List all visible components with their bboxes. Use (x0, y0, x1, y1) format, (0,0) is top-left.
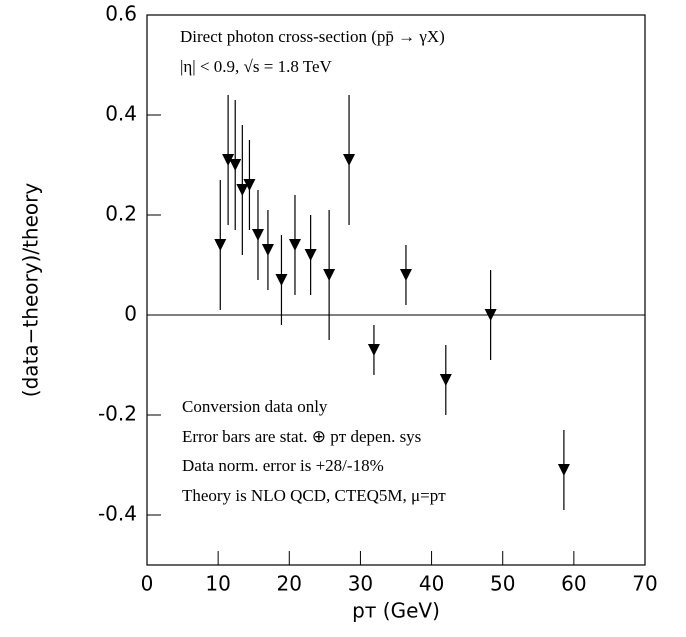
marker (323, 269, 336, 281)
annotation: Conversion data only (182, 397, 328, 416)
x-tick-label: 20 (277, 572, 302, 596)
annotation: Error bars are stat. ⊕ pᴛ depen. sys (182, 427, 421, 446)
x-axis-label: pᴛ (GeV) (352, 599, 440, 623)
x-tick-label: 0 (141, 572, 154, 596)
marker (229, 159, 242, 171)
marker (399, 269, 412, 281)
plot-frame (146, 14, 646, 566)
marker (261, 244, 274, 256)
x-tick-label: 50 (490, 572, 515, 596)
marker (439, 374, 452, 386)
y-tick-label: 0.6 (105, 2, 137, 26)
y-tick-label: 0 (124, 302, 137, 326)
y-tick-label: 0.2 (105, 202, 137, 226)
marker (367, 344, 380, 356)
marker (251, 229, 264, 241)
y-tick-label: -0.2 (98, 402, 137, 426)
annotation: Direct photon cross-section (pp̄ → γX) (180, 27, 445, 46)
x-tick-label: 30 (348, 572, 373, 596)
y-tick-label: -0.4 (98, 502, 137, 526)
marker (243, 179, 256, 191)
annotation: Data norm. error is +28/-18% (182, 456, 384, 475)
marker (304, 249, 317, 261)
y-axis-label: (data−theory)/theory (19, 183, 43, 398)
marker (557, 464, 570, 476)
marker (484, 309, 497, 321)
x-tick-label: 40 (419, 572, 444, 596)
annotation: Theory is NLO QCD, CTEQ5M, μ=pᴛ (182, 486, 446, 505)
x-tick-label: 70 (632, 572, 657, 596)
x-tick-label: 10 (205, 572, 230, 596)
marker (222, 154, 235, 166)
annotation: |η| < 0.9, √s = 1.8 TeV (180, 57, 333, 76)
y-tick-label: 0.4 (105, 102, 137, 126)
marker (288, 239, 301, 251)
x-tick-label: 60 (561, 572, 586, 596)
marker (214, 239, 227, 251)
marker (236, 184, 249, 196)
marker (343, 154, 356, 166)
marker (275, 274, 288, 286)
